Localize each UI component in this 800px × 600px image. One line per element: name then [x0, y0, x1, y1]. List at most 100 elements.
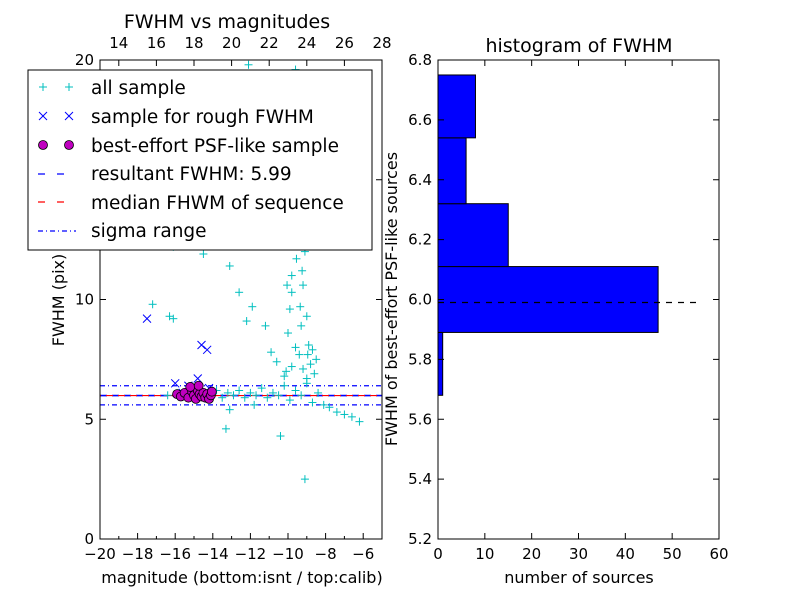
histogram-y-tick-label: 6.4: [408, 171, 432, 189]
all-sample-point: [292, 254, 301, 263]
legend-entry-sigma-range: sigma range: [38, 221, 207, 242]
histogram-y-tick-label: 6.8: [408, 51, 432, 69]
legend-entry-psf-sample: best-effort PSF-like sample: [38, 136, 339, 157]
histogram-x-tick-label: 10: [475, 545, 494, 563]
all-sample-point: [280, 381, 289, 390]
all-sample-point: [325, 403, 334, 412]
all-sample-point: [299, 281, 308, 290]
all-sample-point: [274, 391, 283, 400]
scatter-top-tick-label: 24: [297, 34, 316, 52]
legend-label-sigma-range: sigma range: [91, 221, 207, 242]
all-sample-point: [261, 321, 270, 330]
all-sample-point: [310, 369, 319, 378]
scatter-y-tick-label: 5: [84, 410, 94, 428]
scatter-top-tick-label: 22: [260, 34, 279, 52]
scatter-y-tick-label: 10: [75, 291, 94, 309]
scatter-legend: all sample sample for rough FWHM best-ef…: [27, 69, 373, 251]
all-sample-point: [246, 388, 255, 397]
scatter-top-tick-label: 14: [109, 34, 128, 52]
all-sample-point: [199, 249, 208, 258]
all-sample-point: [225, 405, 234, 414]
all-sample-point: [252, 391, 261, 400]
all-sample-point: [296, 302, 305, 311]
all-sample-point: [287, 288, 296, 297]
all-sample-point: [223, 388, 232, 397]
scatter-x-tick-label: −8: [315, 545, 337, 563]
histogram-bar: [437, 203, 509, 268]
all-sample-point: [240, 393, 249, 402]
histogram-bar: [437, 266, 659, 333]
scatter-title: FWHM vs magnitudes: [124, 11, 330, 33]
legend-label-rough-sample: sample for rough FWHM: [91, 107, 314, 128]
all-sample-point: [308, 398, 317, 407]
all-sample-point: [284, 329, 292, 338]
histogram-x-axis-label: number of sources: [504, 568, 654, 587]
rough-sample-point: [170, 378, 180, 388]
all-sample-point: [218, 393, 227, 402]
histogram-bars: [437, 74, 659, 396]
scatter-x-tick-label: −20: [84, 545, 116, 563]
histogram-bar: [437, 74, 476, 139]
all-sample-point: [235, 288, 244, 297]
legend-entry-resultant-fwhm: resultant FWHM: 5.99: [38, 164, 292, 185]
histogram-y-tick-label: 6.2: [408, 231, 432, 249]
histogram-y-tick-label: 5.4: [408, 470, 432, 488]
all-sample-point: [308, 345, 317, 354]
all-sample-point: [355, 417, 364, 426]
all-sample-point: [295, 350, 304, 359]
histogram-y-tick-label: 6.6: [408, 111, 432, 129]
all-sample-point: [235, 386, 244, 395]
histogram-y-tick-label: 5.2: [408, 530, 432, 548]
all-sample-point: [287, 362, 296, 371]
histogram-y-tick-label: 5.6: [408, 410, 432, 428]
legend-entry-median-fwhm: median FHWM of sequence: [38, 193, 344, 214]
all-sample-point: [221, 424, 230, 433]
all-sample-point: [268, 388, 277, 397]
histogram-bar: [437, 137, 467, 205]
all-sample-point: [283, 281, 292, 290]
histogram-title: histogram of FWHM: [485, 35, 672, 57]
all-sample-point: [304, 341, 313, 350]
histogram-x-tick-label: 30: [569, 545, 588, 563]
all-sample-point: [291, 343, 300, 352]
all-sample-point: [297, 321, 306, 330]
all-sample-point: [319, 400, 328, 409]
all-sample-point: [163, 391, 172, 400]
all-sample-point: [314, 388, 323, 397]
all-sample-point: [312, 355, 321, 364]
legend-label-median-fwhm: median FHWM of sequence: [91, 193, 344, 214]
all-sample-point: [297, 391, 306, 400]
all-sample-point: [299, 364, 308, 373]
scatter-top-tick-label: 16: [147, 34, 166, 52]
histogram-y-tick-label: 5.8: [408, 350, 432, 368]
legend-entry-rough-sample: sample for rough FWHM: [38, 107, 314, 128]
all-sample-point: [300, 475, 309, 484]
all-sample-point: [298, 266, 307, 275]
legend-label-all-sample: all sample: [91, 78, 186, 99]
scatter-top-tick-label: 18: [184, 34, 203, 52]
histogram-x-tick-label: 50: [663, 545, 682, 563]
all-sample-point: [242, 317, 251, 326]
all-sample-point: [257, 384, 266, 393]
all-sample-point: [280, 372, 289, 381]
scatter-top-tick-label: 28: [372, 34, 391, 52]
all-sample-point: [282, 367, 291, 376]
legend-label-psf-sample: best-effort PSF-like sample: [91, 136, 339, 157]
all-sample-point: [306, 360, 315, 369]
all-sample-point: [285, 396, 294, 405]
all-sample-point: [302, 312, 311, 321]
all-sample-point: [229, 391, 238, 400]
all-sample-point: [248, 302, 257, 311]
histogram-ticks: 0 10 20 30 40 50 60 5.2 5.4 5.6 5.8 6.0 6.2 6.4 6.6 6.8: [408, 51, 728, 563]
all-sample-point: [347, 412, 356, 421]
scatter-x-tick-label: −18: [122, 545, 154, 563]
scatter-x-tick-label: −14: [197, 545, 229, 563]
all-sample-point: [332, 408, 341, 417]
histogram-x-tick-label: 20: [522, 545, 541, 563]
all-sample-point: [285, 305, 294, 314]
all-sample-point: [169, 314, 178, 323]
legend-entry-all-sample: all sample: [39, 78, 186, 99]
all-sample-point: [340, 410, 349, 419]
histogram-y-tick-label: 6.0: [408, 291, 432, 309]
